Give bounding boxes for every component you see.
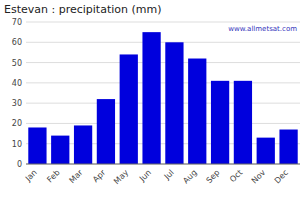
bar	[188, 59, 206, 164]
bar	[51, 136, 69, 164]
y-tick-label: 40	[12, 79, 22, 88]
grid-line	[26, 103, 300, 104]
y-tick-label: 20	[12, 119, 22, 128]
x-tick-label: Apr	[91, 168, 108, 185]
y-tick-label: 50	[12, 59, 22, 68]
x-tick-label: May	[112, 168, 130, 186]
grid-line	[26, 22, 300, 23]
bars	[28, 32, 297, 164]
bar	[28, 127, 46, 164]
y-tick-label: 10	[12, 140, 22, 149]
x-tick-label: Oct	[228, 168, 244, 184]
x-tick-label: Feb	[45, 168, 61, 184]
grid-line	[26, 82, 300, 83]
x-tick-label: Sep	[204, 168, 221, 185]
bar	[74, 125, 92, 164]
grid-line	[26, 164, 300, 165]
watermark: www.allmetsat.com	[228, 25, 297, 33]
grid-line	[26, 123, 300, 124]
bar	[257, 138, 275, 164]
x-tick-label: Aug	[181, 168, 198, 185]
y-tick-label: 70	[12, 18, 22, 27]
chart-svg: Estevan : precipitation (mm) 0 10 20 30 40 50 6…	[0, 0, 306, 200]
bar	[97, 99, 115, 164]
bar	[279, 130, 297, 164]
title: Estevan : precipitation (mm)	[4, 3, 162, 16]
x-tick-label: Nov	[250, 168, 268, 186]
bar	[211, 81, 229, 164]
x-tick-label: Jun	[137, 168, 153, 184]
bar	[120, 54, 138, 164]
bar	[165, 42, 183, 164]
grid-line	[26, 42, 300, 43]
x-tick-label: Jul	[162, 168, 176, 182]
x-tick-label: Jan	[23, 168, 39, 184]
grid-line	[26, 62, 300, 63]
y-tick-label: 60	[12, 38, 22, 47]
x-axis-line	[26, 164, 300, 165]
bar	[142, 32, 160, 164]
bar	[234, 81, 252, 164]
x-tick-label: Mar	[67, 168, 85, 186]
y-tick-label: 30	[12, 99, 22, 108]
x-tick-label: Dec	[273, 168, 290, 185]
y-tick-label: 0	[17, 160, 22, 169]
chart-container: Estevan : precipitation (mm) 0 10 20 30 40 50 6…	[0, 0, 306, 200]
